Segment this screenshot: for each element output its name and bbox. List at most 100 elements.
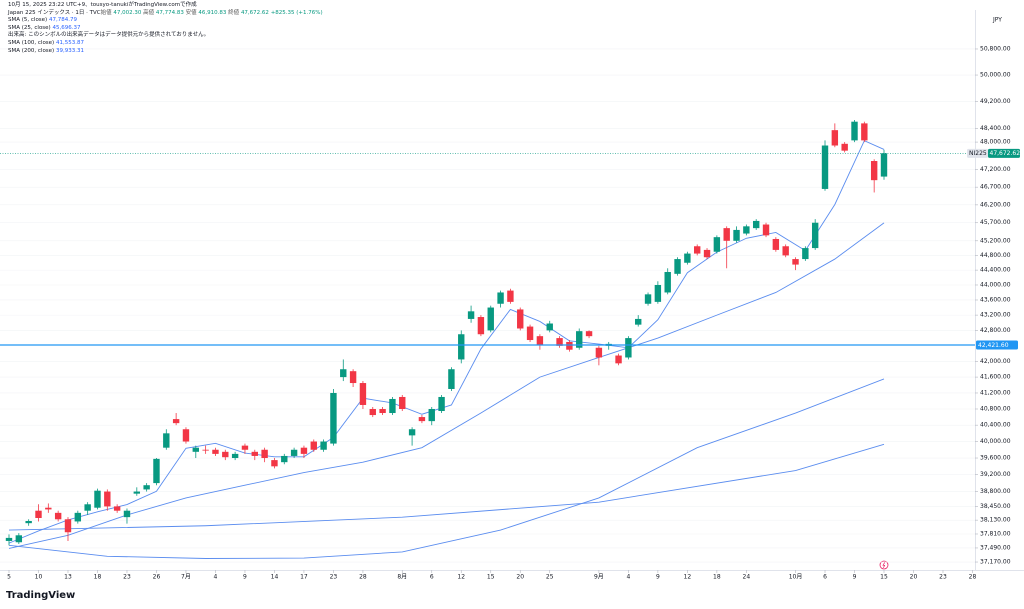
candle-body (104, 491, 111, 507)
y-tick-label: 45,200.00 (980, 237, 1011, 244)
candle-body (133, 491, 141, 494)
candle-body (202, 449, 209, 451)
x-tick-label: 14 (271, 574, 279, 581)
candle-body (821, 145, 829, 189)
y-tick-label: 50,800.00 (980, 45, 1011, 52)
y-tick-label: 44,000.00 (980, 281, 1011, 288)
x-tick-label: 20 (516, 574, 524, 581)
ohlc-line: Japan 225 インデックス · 1日 · TVC始値 47,002.30 … (8, 10, 323, 18)
ohlc-value: 47,002.30 (113, 9, 142, 16)
y-tick-label: 49,200.00 (980, 98, 1011, 105)
last-price-label: 47,672.62 (990, 150, 1021, 157)
candle-body (644, 294, 652, 304)
candle-body (831, 130, 839, 146)
candle-body (399, 396, 406, 409)
y-tick-label: 38,130.00 (980, 517, 1011, 524)
candle-body (389, 398, 396, 414)
y-tick-label: 48,000.00 (980, 139, 1011, 146)
candle-body (497, 292, 504, 304)
candle-body (25, 521, 32, 524)
candle-body (752, 220, 760, 229)
x-tick-label: 23 (123, 574, 131, 581)
indicator-line (8, 222, 885, 549)
legend-row: SMA (25, close) 45,696.37 (8, 25, 323, 33)
currency: JPY (992, 17, 1002, 24)
candle-body (802, 248, 809, 260)
candle-body (349, 371, 357, 384)
candle-body (585, 331, 593, 337)
change: +825.35 (+1.76%) (270, 9, 323, 16)
candle-body (241, 445, 249, 450)
candle-body (664, 271, 671, 293)
candle-body (674, 259, 681, 274)
x-tick-label: 6 (430, 574, 434, 581)
candle-body (635, 318, 642, 325)
indicator-line (8, 378, 885, 559)
ohlc-name: 安値 (185, 9, 197, 16)
candle-body (84, 504, 91, 511)
candle-body (458, 334, 465, 360)
legend-row: SMA (100, close) 41,553.87 (8, 40, 323, 48)
x-tick-label: 13 (64, 574, 72, 581)
candle-body (841, 143, 848, 151)
candle-body (851, 121, 858, 141)
y-tick-label: 39,200.00 (980, 471, 1011, 478)
indicator-name: SMA (200, close) (8, 47, 55, 54)
candle-body (182, 429, 190, 442)
candle-body (231, 453, 239, 459)
y-tick-label: 37,810.00 (980, 530, 1011, 537)
candle-body (526, 326, 534, 341)
candle-body (772, 238, 780, 250)
x-tick-label: 28 (359, 574, 367, 581)
indicator-legend: SMA (5, close) 47,784.79 SMA (25, close)… (8, 17, 323, 55)
price-line-label: 42,421.60 (978, 342, 1009, 349)
y-tick-label: 38,800.00 (980, 488, 1011, 495)
x-tick-label: 9 (656, 574, 660, 581)
candle-body (5, 537, 13, 541)
x-tick-label: 15 (487, 574, 495, 581)
candle-body (684, 253, 691, 263)
y-tick-label: 43,600.00 (980, 296, 1011, 303)
candle-body (861, 123, 868, 141)
y-tick-label: 39,600.00 (980, 455, 1011, 462)
candle-body (320, 441, 327, 450)
candle-body (566, 341, 573, 350)
candle-body (811, 222, 819, 249)
candle-body (418, 417, 426, 422)
candle-body (723, 228, 730, 241)
x-tick-label: 26 (153, 574, 161, 581)
indicator-name: SMA (100, close) (8, 39, 55, 46)
candle-body (212, 449, 219, 454)
candle-body (15, 535, 23, 543)
candle-body (94, 490, 101, 508)
legend-row: SMA (5, close) 47,784.79 (8, 17, 323, 25)
candle-body (45, 507, 52, 510)
candle-body (595, 347, 603, 358)
candle-body (733, 229, 740, 241)
y-tick-label: 41,600.00 (980, 374, 1011, 381)
indicator-value: 41,553.87 (55, 39, 84, 46)
candle-body (428, 408, 435, 422)
candle-body (546, 323, 553, 331)
candle-body (438, 396, 445, 412)
last-price-badge (988, 148, 1020, 158)
x-tick-label: 9月 (594, 574, 604, 581)
candle-body (271, 460, 278, 467)
y-tick-label: 43,200.00 (980, 312, 1011, 319)
candle-body (123, 510, 131, 518)
x-tick-label: 18 (94, 574, 102, 581)
y-tick-label: 48,400.00 (980, 125, 1011, 132)
candle-body (64, 519, 72, 533)
candle-body (261, 449, 268, 459)
ohlc-name: 始値 (100, 9, 112, 16)
candle-body (615, 355, 622, 364)
indicator-value: 47,784.79 (48, 17, 77, 24)
x-tick-label: 28 (969, 574, 977, 581)
candle-body (448, 369, 455, 389)
candle-body (172, 419, 180, 424)
y-tick-label: 44,400.00 (980, 267, 1011, 274)
y-tick-label: 44,800.00 (980, 252, 1011, 259)
ohlc-value: 47,774.83 (155, 9, 184, 16)
